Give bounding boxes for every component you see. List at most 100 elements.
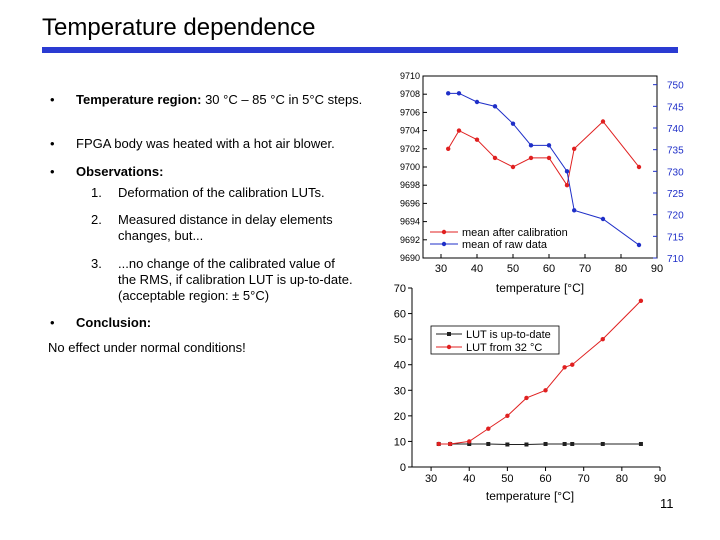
y-tick-label: 9706: [400, 107, 420, 117]
data-point: [638, 441, 643, 446]
x-tick-label: 40: [463, 473, 475, 485]
legend-box: [430, 325, 560, 355]
data-point: [600, 441, 605, 446]
x-tick-label: 40: [471, 263, 483, 275]
bullet-text: FPGA body was heated with a hot air blow…: [76, 136, 335, 151]
data-point: [510, 164, 516, 170]
legend-label: LUT from 32 °C: [466, 342, 542, 354]
y2-tick-label: 720: [667, 211, 684, 222]
y-tick-label: 9708: [400, 89, 420, 99]
x-tick-label: 80: [615, 263, 627, 275]
bullet-bold: Observations:: [76, 164, 164, 179]
data-point: [492, 155, 498, 161]
data-point: [564, 183, 570, 188]
x-tick-label: 90: [654, 473, 666, 485]
x-axis-label: temperature [°C]: [486, 489, 574, 503]
y2-tick-label: 730: [667, 167, 684, 178]
bullet-text: 30 °C – 85 °C in 5°C steps.: [201, 92, 363, 107]
y2-tick-label: 715: [667, 232, 684, 243]
data-point: [570, 441, 575, 446]
x-tick-label: 80: [616, 473, 628, 485]
data-point: [600, 336, 605, 342]
legend-marker: [441, 241, 447, 247]
observation-text: Deformation of the calibration LUTs.: [118, 185, 325, 200]
conclusion-label: Conclusion:: [76, 315, 152, 330]
y-tick-label: 9698: [400, 180, 420, 190]
y-tick-label: 30: [394, 385, 406, 397]
y-tick-label: 9692: [400, 235, 420, 245]
x-tick-label: 30: [435, 263, 447, 275]
legend-marker: [447, 332, 451, 336]
data-point: [505, 413, 510, 419]
data-point: [528, 143, 534, 148]
x-tick-label: 70: [579, 263, 591, 275]
data-point: [446, 146, 451, 151]
data-point: [636, 242, 642, 248]
series-line: [447, 120, 640, 187]
data-point: [446, 91, 451, 96]
title-underline: [42, 47, 678, 53]
legend-marker: [446, 344, 452, 350]
data-point: [456, 128, 462, 133]
data-point: [562, 441, 567, 446]
bullet-bold: Temperature region:: [76, 92, 202, 107]
y-tick-label: 9700: [400, 162, 420, 172]
data-point: [572, 208, 577, 213]
series-line: [448, 92, 640, 246]
y-tick-label: 9690: [400, 253, 420, 263]
y-tick-label: 9704: [400, 126, 420, 136]
observation-text: Measured distance in delay elements chan…: [118, 212, 333, 243]
data-point: [638, 298, 644, 303]
x-tick-label: 60: [539, 473, 551, 485]
y2-tick-label: 750: [667, 81, 684, 92]
y-tick-label: 40: [394, 360, 406, 372]
data-point: [543, 388, 548, 393]
y-tick-label: 60: [394, 309, 406, 321]
data-point: [543, 441, 548, 446]
y-tick-label: 0: [400, 462, 406, 474]
data-point: [447, 441, 453, 447]
data-point: [636, 164, 642, 170]
bullet-glyph: •: [50, 164, 55, 179]
legend-label: LUT is up-to-date: [466, 329, 551, 341]
bullet-glyph: •: [50, 136, 55, 151]
conclusion-text: No effect under normal conditions!: [48, 340, 246, 355]
observation-text: ...no change of the calibrated value of …: [118, 256, 353, 303]
x-tick-label: 50: [501, 473, 513, 485]
data-point: [562, 365, 567, 370]
x-tick-label: 60: [543, 263, 555, 275]
y-tick-label: 9696: [400, 198, 420, 208]
data-point: [436, 441, 441, 447]
data-point: [486, 441, 491, 446]
data-point: [524, 395, 529, 401]
data-point: [546, 143, 552, 148]
y2-tick-label: 725: [667, 189, 684, 200]
data-point: [510, 121, 516, 126]
y2-tick-label: 745: [667, 102, 684, 113]
data-point: [546, 155, 552, 161]
series-line: [438, 300, 642, 445]
y2-tick-label: 740: [667, 124, 684, 135]
x-tick-label: 50: [507, 263, 519, 275]
calibration-chart: 30 40 50 60 70 80 90 9690 9692 9694 9696 9698 9700 97…: [400, 71, 684, 295]
data-point: [524, 442, 529, 447]
data-point: [572, 146, 577, 151]
y-tick-label: 70: [394, 283, 406, 295]
rms-chart: 30 40 50 60 70 80 90 0 10 20 30 40 50 60 70 temperature…: [394, 283, 666, 503]
data-point: [474, 137, 480, 142]
data-point: [456, 91, 462, 96]
y-tick-label: 20: [394, 411, 406, 423]
page-number: 11: [660, 496, 674, 511]
x-tick-label: 30: [425, 473, 437, 485]
y-tick-label: 9702: [400, 144, 420, 154]
x-axis-label: temperature [°C]: [496, 281, 584, 295]
slide-title: Temperature dependence: [42, 14, 316, 41]
data-point: [570, 362, 575, 367]
data-point: [505, 442, 510, 447]
data-point: [600, 119, 606, 124]
y2-tick-label: 735: [667, 146, 684, 157]
data-point: [467, 441, 472, 446]
